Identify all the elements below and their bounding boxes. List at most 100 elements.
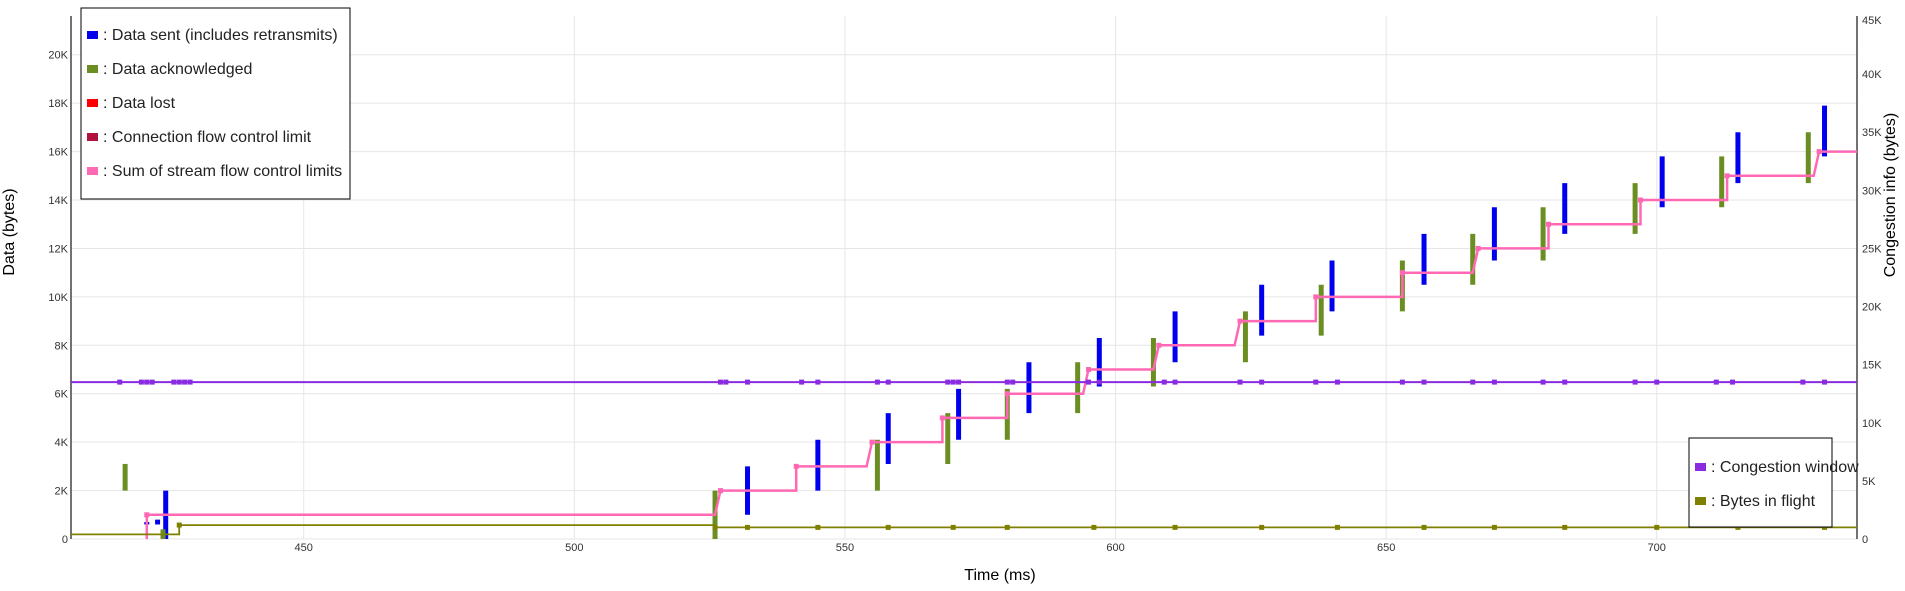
legend-label: : Data lost [103,95,176,112]
stream-flow-limit-point [793,463,799,469]
congestion-window-marker [149,379,155,385]
ticks: 450 500 550 600 650 700 0 2K 4K 6K 8K 10K 12K 14K 16K 1… [48,15,1882,554]
y2-tick-label: 10K [1862,418,1882,430]
y2-axis-title: Congestion info (bytes) [1882,113,1899,278]
stream-flow-limit-point [144,512,150,518]
x-tick-label: 700 [1648,542,1666,554]
legend-label: : Sum of stream flow control limits [103,163,342,180]
legend-label: : Data sent (includes retransmits) [103,27,338,44]
legend-label: : Connection flow control limit [103,129,312,146]
bytes-in-flight-marker [1172,524,1178,530]
stream-flow-limit-point [1156,342,1162,348]
y2-tick-label: 40K [1862,69,1882,81]
stream-flow-limit-point [1638,197,1644,203]
x-tick-label: 500 [565,542,583,554]
congestion-window-marker [1334,379,1340,385]
legend-congestion: : Congestion window: Bytes in flight [1688,437,1859,528]
y2-tick-label: 45K [1862,15,1882,27]
stream-flow-limit-point [1475,245,1481,251]
bytes-in-flight-marker [1654,524,1660,530]
bytes-in-flight-marker [745,524,751,530]
stream-flow-limit-point [1313,294,1319,300]
legend-swatch [87,167,98,175]
legend-label: : Data acknowledged [103,61,252,78]
y-tick-label: 10K [48,292,68,304]
congestion-window-marker [723,379,729,385]
stream-flow-limit-point [1816,149,1822,155]
congestion-window-marker [1654,379,1660,385]
bytes-in-flight-marker [712,524,718,530]
legend: : Data sent (includes retransmits) : Data… [80,7,351,200]
x-tick-label: 650 [1377,542,1395,554]
legend-congestion-box [1688,437,1833,528]
congestion-window-marker [182,379,188,385]
congestion-window-marker [1161,379,1167,385]
y-tick-label: 2K [55,486,69,498]
congestion-window-marker [950,379,956,385]
y-tick-label: 4K [55,437,69,449]
legend-label: : Bytes in flight [1711,493,1816,510]
x-axis-title: Time (ms) [964,567,1035,584]
y-tick-label: 12K [48,243,68,255]
legend-swatch [1695,463,1706,471]
congestion-window-marker [1399,379,1405,385]
congestion-window-marker [138,379,144,385]
stream-flow-limit-point [869,439,875,445]
congestion-window-marker [717,379,723,385]
y2-tick-label: 25K [1862,243,1882,255]
congestion-window-marker [1632,379,1638,385]
congestion-window-marker [956,379,962,385]
stream-flow-limit-point [939,415,945,421]
congestion-window-marker [1491,379,1497,385]
congestion-window-marker [176,379,182,385]
stream-flow-limit-point [717,488,723,494]
x-tick-label: 550 [836,542,854,554]
stream-flow-limit-point [1004,391,1010,397]
bytes-in-flight-marker [1004,524,1010,530]
bytes-in-flight-marker [1421,524,1427,530]
legend-swatch [1695,497,1706,505]
congestion-window-marker [1713,379,1719,385]
bytes-in-flight-marker [1491,524,1497,530]
congestion-window-marker [1010,379,1016,385]
y-tick-label: 16K [48,147,68,159]
congestion-window-marker [815,379,821,385]
congestion-window-marker [1096,379,1102,385]
y-tick-label: 18K [48,98,68,110]
congestion-window-marker [1822,379,1828,385]
y-tick-label: 0 [62,534,68,546]
congestion-window-marker [1421,379,1427,385]
congestion-window-marker [1004,379,1010,385]
congestion-window-marker [945,379,951,385]
legend-swatch [87,65,98,73]
congestion-window-marker [187,379,193,385]
stream-flow-limit-point [1724,173,1730,179]
legend-swatch [87,31,98,39]
congestion-window-marker [1800,379,1806,385]
grid [71,16,1857,540]
y2-tick-label: 35K [1862,127,1882,139]
y-tick-label: 8K [55,340,69,352]
bytes-in-flight-marker [176,522,182,528]
legend-box [80,7,351,200]
bytes-in-flight-marker [815,524,821,530]
axes [70,16,1858,539]
stream-flow-limit-point [1546,221,1552,227]
y-axis-title: Data (bytes) [1,188,18,275]
legend-swatch [87,99,98,107]
congestion-window-marker [117,379,123,385]
bytes-in-flight-marker [1334,524,1340,530]
bytes-in-flight-marker [1091,524,1097,530]
congestion-window-marker [1730,379,1736,385]
congestion-window-marker [1085,379,1091,385]
congestion-window-marker [885,379,891,385]
congestion-window-marker [1562,379,1568,385]
marks [71,105,1857,539]
bytes-in-flight-line [71,524,1857,536]
x-tick-label: 450 [295,542,313,554]
stream-flow-limit-point [1085,367,1091,373]
congestion-window-marker [1259,379,1265,385]
y-tick-label: 20K [48,50,68,62]
y2-tick-label: 20K [1862,302,1882,314]
